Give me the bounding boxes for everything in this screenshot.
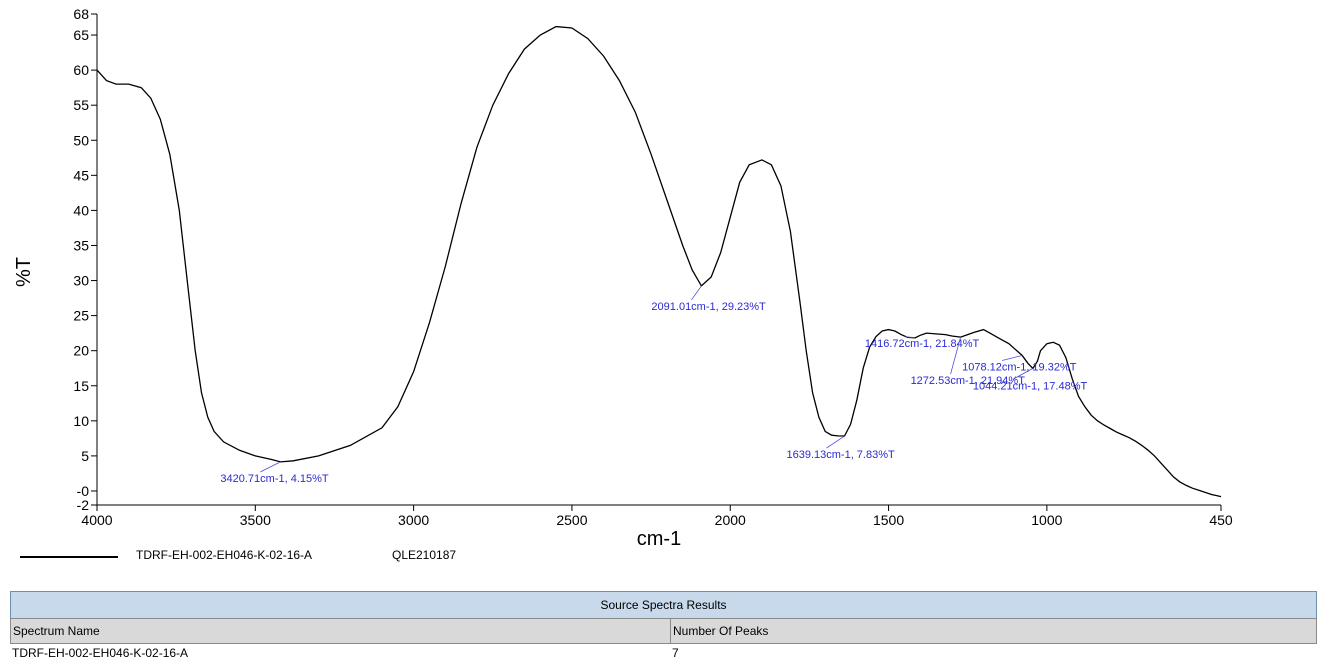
peak-leader-line (260, 461, 281, 473)
y-tick-label: 55 (73, 97, 89, 113)
ir-spectrum-chart: -2-0 5 10 15 20 25 30 35 40 45 50 55 60 65 68 4000 3500… (13, 6, 1233, 550)
y-tick-label: 30 (73, 273, 89, 289)
y-tick-label: 60 (73, 62, 89, 78)
y-tick-label: 25 (73, 308, 89, 324)
cell-number-of-peaks: 7 (672, 646, 679, 660)
peak-label: 3420.71cm-1, 4.15%T (220, 473, 329, 485)
y-tick-label: 15 (73, 378, 89, 394)
x-tick-label: 4000 (81, 512, 112, 528)
peak-label: 1639.13cm-1, 7.83%T (786, 449, 895, 461)
x-tick-label: 3500 (240, 512, 271, 528)
y-tick-label: 40 (73, 202, 89, 218)
table-row[interactable]: TDRF-EH-002-EH046-K-02-16-A 7 (10, 644, 1317, 662)
peak-label: 1416.72cm-1, 21.84%T (865, 338, 980, 350)
y-axis-ticks: -2-0 5 10 15 20 25 30 35 40 45 50 55 60 65 68 (73, 6, 97, 513)
peak-leader-line (826, 435, 845, 449)
spectrum-series-line (96, 25, 1222, 498)
x-tick-label: 1000 (1031, 512, 1062, 528)
y-tick-label: 45 (73, 167, 89, 183)
peak-leader-line (1012, 368, 1034, 380)
peak-label: 1044.21cm-1, 17.48%T (973, 380, 1088, 392)
y-tick-label: 5 (81, 448, 89, 464)
legend-line-swatch (20, 556, 118, 558)
y-axis-title: %T (13, 257, 35, 287)
results-table-header: Spectrum Name Number Of Peaks (10, 618, 1317, 644)
y-tick-label: 50 (73, 132, 89, 148)
y-tick-label: 10 (73, 413, 89, 429)
y-tick-label: 65 (73, 27, 89, 43)
x-tick-label: 2500 (556, 512, 587, 528)
y-tick-label: 68 (73, 6, 89, 22)
source-spectra-results-table: Source Spectra Results Spectrum Name Num… (10, 591, 1317, 662)
x-tick-label: 1500 (873, 512, 904, 528)
x-tick-label: 3000 (398, 512, 429, 528)
peak-label: 1272.53cm-1, 21.94%T (911, 375, 1026, 387)
peak-leader-line (1002, 355, 1023, 361)
peak-leader-line (950, 336, 961, 375)
header-number-of-peaks: Number Of Peaks (673, 624, 769, 638)
peak-label: 2091.01cm-1, 29.23%T (651, 301, 766, 313)
y-tick-label: 20 (73, 343, 89, 359)
header-spectrum-name: Spectrum Name (11, 619, 671, 643)
peak-annotations: 3420.71cm-1, 4.15%T 2091.01cm-1, 29.23%T 1… (220, 285, 1088, 485)
peak-leader-line (904, 336, 915, 339)
x-axis-title: cm-1 (637, 528, 681, 550)
legend-series-name: TDRF-EH-002-EH046-K-02-16-A (136, 548, 313, 562)
peak-leader-line (691, 285, 702, 301)
x-axis-ticks: 4000 3500 3000 2500 2000 1500 1000 450 (81, 505, 1233, 528)
y-tick-label: -2 (77, 497, 90, 513)
x-tick-label: 450 (1209, 512, 1233, 528)
y-tick-label: -0 (77, 483, 90, 499)
y-tick-label: 35 (73, 237, 89, 253)
cell-spectrum-name: TDRF-EH-002-EH046-K-02-16-A (12, 646, 189, 660)
peak-label: 1078.12cm-1, 19.32%T (962, 361, 1077, 373)
legend-series-code: QLE210187 (392, 548, 457, 562)
x-tick-label: 2000 (715, 512, 746, 528)
results-table-title: Source Spectra Results (10, 591, 1317, 618)
